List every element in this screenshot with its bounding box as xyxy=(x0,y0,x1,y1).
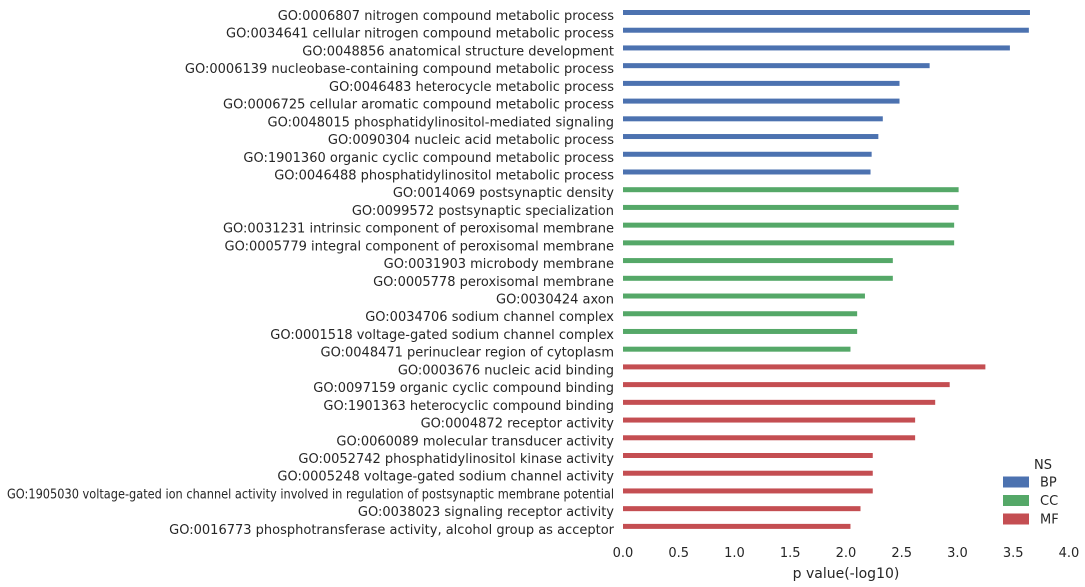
category-label: GO:0006725 cellular aromatic compound me… xyxy=(223,98,614,113)
category-label: GO:0090304 nucleic acid metabolic proces… xyxy=(328,133,614,148)
bar-mf xyxy=(623,453,873,458)
category-label: GO:0048856 anatomical structure developm… xyxy=(302,44,614,59)
category-labels-group: GO:0006807 nitrogen compound metabolic p… xyxy=(7,9,615,538)
category-label: GO:0030424 axon xyxy=(496,293,614,308)
bar-cc xyxy=(623,187,959,193)
category-label: GO:0097159 organic cyclic compound bindi… xyxy=(313,381,614,396)
x-tick-labels-group: 0.0 0.5 1.0 1.5 2.0 2.5 3.0 3.5 4.0 xyxy=(613,546,1080,561)
bar-mf xyxy=(623,417,916,423)
bar-bp xyxy=(623,10,1030,15)
x-tick-label: 1.0 xyxy=(724,546,745,561)
legend-label-cc: CC xyxy=(1040,494,1058,509)
category-label: GO:0003676 nucleic acid binding xyxy=(398,363,614,378)
bar-mf xyxy=(623,470,873,476)
legend-label-bp: BP xyxy=(1040,476,1057,491)
bar-mf xyxy=(623,399,936,405)
category-label: GO:0014069 postsynaptic density xyxy=(393,186,614,201)
legend-swatch-cc xyxy=(1003,495,1029,506)
bar-cc xyxy=(623,275,893,281)
bar-bp xyxy=(623,80,900,86)
category-label: GO:0004872 receptor activity xyxy=(421,417,615,432)
category-label: GO:0016773 phosphotransferase activity, … xyxy=(169,523,614,538)
bar-mf xyxy=(623,523,851,529)
category-label: GO:0046488 phosphatidylinositol metaboli… xyxy=(274,168,614,183)
x-tick-label: 4.0 xyxy=(1059,546,1080,561)
bar-bp xyxy=(623,27,1029,33)
category-label: GO:0031903 microbody membrane xyxy=(384,257,614,272)
category-label: GO:0034641 cellular nitrogen compound me… xyxy=(226,27,614,42)
x-axis-title: p value(-log10) xyxy=(793,566,900,582)
bar-mf xyxy=(623,382,950,388)
category-label: GO:0006139 nucleobase-containing compoun… xyxy=(185,62,614,77)
category-label: GO:0052742 phosphatidylinositol kinase a… xyxy=(298,452,614,467)
category-label: GO:0031231 intrinsic component of peroxi… xyxy=(223,222,614,237)
x-tick-label: 0.5 xyxy=(668,546,689,561)
legend-swatch-mf xyxy=(1003,513,1029,525)
category-label: GO:0006807 nitrogen compound metabolic p… xyxy=(278,9,615,24)
bar-bp xyxy=(623,151,872,157)
category-label: GO:0060089 molecular transducer activity xyxy=(336,434,614,449)
bar-bp xyxy=(623,63,930,69)
bar-cc xyxy=(623,258,893,264)
bar-bp xyxy=(623,169,871,175)
legend-title: NS xyxy=(1034,458,1052,473)
category-label: GO:0038023 signaling receptor activity xyxy=(358,505,614,520)
x-tick-label: 3.0 xyxy=(947,546,968,561)
bar-bp xyxy=(623,45,1010,51)
category-label: GO:0001518 voltage-gated sodium channel … xyxy=(270,328,614,343)
bar-cc xyxy=(623,240,955,246)
category-label: GO:0048015 phosphatidylinositol-mediated… xyxy=(268,115,615,130)
x-tick-label: 2.0 xyxy=(836,546,857,561)
bar-cc xyxy=(623,204,959,210)
bar-cc xyxy=(623,293,865,299)
category-label: GO:0034706 sodium channel complex xyxy=(365,310,614,325)
bar-cc xyxy=(623,346,851,352)
bar-cc xyxy=(623,328,858,334)
bar-bp xyxy=(623,116,883,122)
legend-swatch-bp xyxy=(1003,476,1029,488)
bar-bp xyxy=(623,134,879,140)
category-label: GO:0005248 voltage-gated sodium channel … xyxy=(277,470,614,485)
category-label: GO:0099572 postsynaptic specialization xyxy=(352,204,614,219)
bar-mf xyxy=(623,435,916,441)
bar-cc xyxy=(623,222,955,228)
category-label: GO:0046483 heterocycle metabolic process xyxy=(329,80,614,95)
category-label: GO:1901363 heterocyclic compound binding xyxy=(323,399,614,414)
bar-cc xyxy=(623,311,858,317)
bar-mf xyxy=(623,506,861,512)
category-label: GO:0005779 integral component of peroxis… xyxy=(225,239,614,254)
category-label: GO:0048471 perinuclear region of cytopla… xyxy=(321,346,614,361)
x-tick-label: 2.5 xyxy=(891,546,912,561)
bar-mf xyxy=(623,488,873,494)
category-label: GO:1905030 voltage-gated ion channel act… xyxy=(7,487,614,502)
bar-mf xyxy=(623,364,986,370)
bars-group xyxy=(623,10,1030,529)
category-label: GO:1901360 organic cyclic compound metab… xyxy=(243,151,614,166)
legend-label-mf: MF xyxy=(1040,513,1059,528)
x-tick-label: 1.5 xyxy=(780,546,801,561)
category-label: GO:0005778 peroxisomal membrane xyxy=(373,275,614,290)
x-tick-label: 0.0 xyxy=(613,546,634,561)
legend: NS BP CC MF xyxy=(1003,458,1059,528)
bar-bp xyxy=(623,98,900,104)
x-tick-label: 3.5 xyxy=(1003,546,1024,561)
